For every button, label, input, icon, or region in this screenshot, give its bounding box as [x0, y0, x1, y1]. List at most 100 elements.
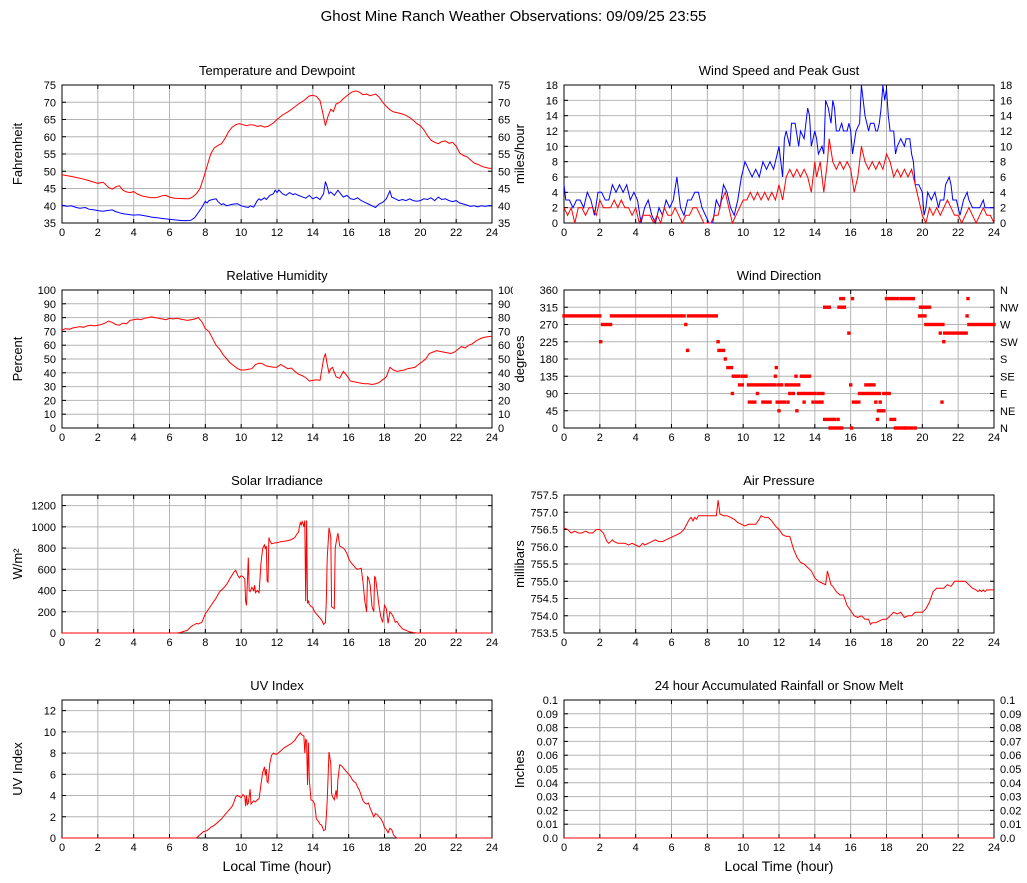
- series-wind-direction-run: [903, 426, 914, 430]
- right-tick-label: 0.1: [1000, 695, 1015, 707]
- x-tick-label: 10: [737, 637, 749, 649]
- chart-title: 24 hour Accumulated Rainfall or Snow Mel…: [655, 678, 904, 693]
- x-tick-label: 18: [880, 227, 892, 239]
- x-tick-label: 4: [131, 432, 137, 444]
- y-tick-label: 90: [44, 299, 56, 311]
- x-axis-label: Local Time (hour): [725, 858, 834, 874]
- right-tick-label: 0.07: [1000, 736, 1021, 748]
- y-tick-label: 80: [44, 313, 56, 325]
- y-tick-label: 0: [50, 628, 56, 640]
- x-tick-label: 6: [668, 432, 674, 444]
- x-tick-label: 16: [845, 432, 857, 444]
- series-wind-direction-run: [851, 400, 861, 404]
- y-tick-label: 4: [552, 187, 558, 199]
- right-tick-label: 0.01: [1000, 819, 1021, 831]
- y-tick-label: 12: [44, 706, 56, 718]
- y-tick-label: 10: [44, 409, 56, 421]
- y-tick-label: 200: [38, 607, 56, 619]
- y-tick-label: 60: [44, 132, 56, 144]
- right-tick-label: 0.0: [1000, 833, 1015, 845]
- x-tick-label: 10: [235, 637, 247, 649]
- x-tick-label: 2: [95, 432, 101, 444]
- x-tick-label: 4: [131, 842, 137, 854]
- series-wind-direction-dot: [791, 391, 795, 396]
- series-wind-direction-dot: [836, 417, 840, 422]
- series-wind-direction-dot: [849, 426, 854, 430]
- y-tick-label: 70: [44, 97, 56, 109]
- series-wind-direction-dot: [878, 400, 882, 404]
- x-tick-label: 12: [773, 637, 785, 649]
- x-tick-label: 20: [414, 637, 426, 649]
- x-tick-label: 4: [633, 432, 639, 444]
- right-tick-label: 70: [498, 97, 510, 109]
- series-relative-humidity: [61, 316, 493, 386]
- right-tick-label: N: [1000, 423, 1008, 435]
- y-tick-label: 70: [44, 326, 56, 338]
- series-peak-gust: [563, 84, 994, 225]
- series-wind-direction-dot: [723, 357, 727, 361]
- series-wind-direction-run: [917, 314, 927, 318]
- series-solar-irradiance: [62, 519, 492, 634]
- y-tick-label: 180: [540, 354, 558, 366]
- x-tick-label: 18: [378, 432, 390, 444]
- series-wind-direction-dot: [840, 426, 844, 430]
- temperature-and-dewpoint-plot: 0 2 4 6 8 10 12 14 16 18 20 22 243540455055606570753…: [10, 63, 510, 239]
- x-tick-label: 24: [486, 842, 498, 854]
- x-tick-label: 0: [561, 227, 567, 239]
- right-tick-label: 18: [1000, 80, 1012, 92]
- x-tick-label: 6: [166, 637, 172, 649]
- x-tick-label: 22: [450, 227, 462, 239]
- x-tick-label: 12: [773, 432, 785, 444]
- x-tick-label: 10: [235, 842, 247, 854]
- series-wind-direction-run: [967, 322, 996, 327]
- x-tick-label: 4: [633, 227, 639, 239]
- series-wind-direction-dot: [839, 296, 843, 301]
- x-tick-label: 16: [343, 842, 355, 854]
- series-wind-direction-run: [775, 400, 787, 404]
- right-tick-label: 55: [498, 149, 510, 161]
- chart-wind-direction: 0 2 4 6 8 10 12 14 16 18 20 22 24 0 45 90 135 180 225 270 31…: [512, 260, 1027, 468]
- y-axis-label: Fahrenheit: [10, 123, 25, 186]
- series-wind-direction-dot: [685, 348, 690, 353]
- y-tick-label: 753.5: [530, 628, 558, 640]
- series-wind-direction-run: [918, 305, 932, 309]
- y-tick-label: 65: [44, 115, 56, 127]
- series-uv-index: [62, 732, 492, 839]
- series-wind-direction-dot: [795, 409, 799, 413]
- series-wind-direction-dot: [847, 331, 851, 335]
- x-tick-label: 4: [633, 842, 639, 854]
- x-tick-label: 24: [486, 227, 498, 239]
- x-tick-label: 4: [131, 637, 137, 649]
- right-tick-label: 60: [498, 340, 510, 352]
- x-tick-label: 20: [916, 637, 928, 649]
- y-tick-label: 0.02: [537, 805, 558, 817]
- y-tick-label: 757.5: [530, 490, 558, 502]
- right-tick-label: 65: [498, 115, 510, 127]
- y-tick-label: 756.5: [530, 525, 558, 537]
- y-axis-label: Percent: [10, 336, 25, 381]
- y-tick-label: 1200: [32, 501, 56, 513]
- chart-rainfall: 0 2 4 6 8 10 12 14 16 18 20 22 24 0.0 0.01 0.02 0.03 0.04…: [512, 670, 1027, 878]
- y-tick-label: 100: [38, 285, 56, 297]
- y-tick-label: 30: [44, 382, 56, 394]
- series-wind-direction-run: [837, 305, 847, 309]
- y-tick-label: 40: [44, 201, 56, 213]
- series-wind-direction-run: [776, 383, 784, 387]
- series-wind-direction-run: [889, 417, 897, 422]
- series-wind-direction-dot: [940, 400, 944, 404]
- y-tick-label: 0: [50, 423, 56, 435]
- x-tick-label: 14: [809, 637, 821, 649]
- x-tick-label: 8: [202, 637, 208, 649]
- series-wind-direction-run: [562, 314, 602, 318]
- series-wind-direction-dot: [794, 374, 798, 378]
- x-tick-label: 22: [952, 227, 964, 239]
- right-tick-label: 20: [498, 395, 510, 407]
- series-wind-direction-dot: [807, 374, 812, 378]
- y-tick-label: 2: [50, 812, 56, 824]
- x-tick-label: 14: [809, 432, 821, 444]
- chart-title: Wind Speed and Peak Gust: [699, 63, 860, 78]
- right-tick-label: 0.09: [1000, 709, 1021, 721]
- right-tick-label: NW: [1000, 302, 1019, 314]
- y-tick-label: 0.09: [537, 709, 558, 721]
- y-tick-label: 135: [540, 371, 558, 383]
